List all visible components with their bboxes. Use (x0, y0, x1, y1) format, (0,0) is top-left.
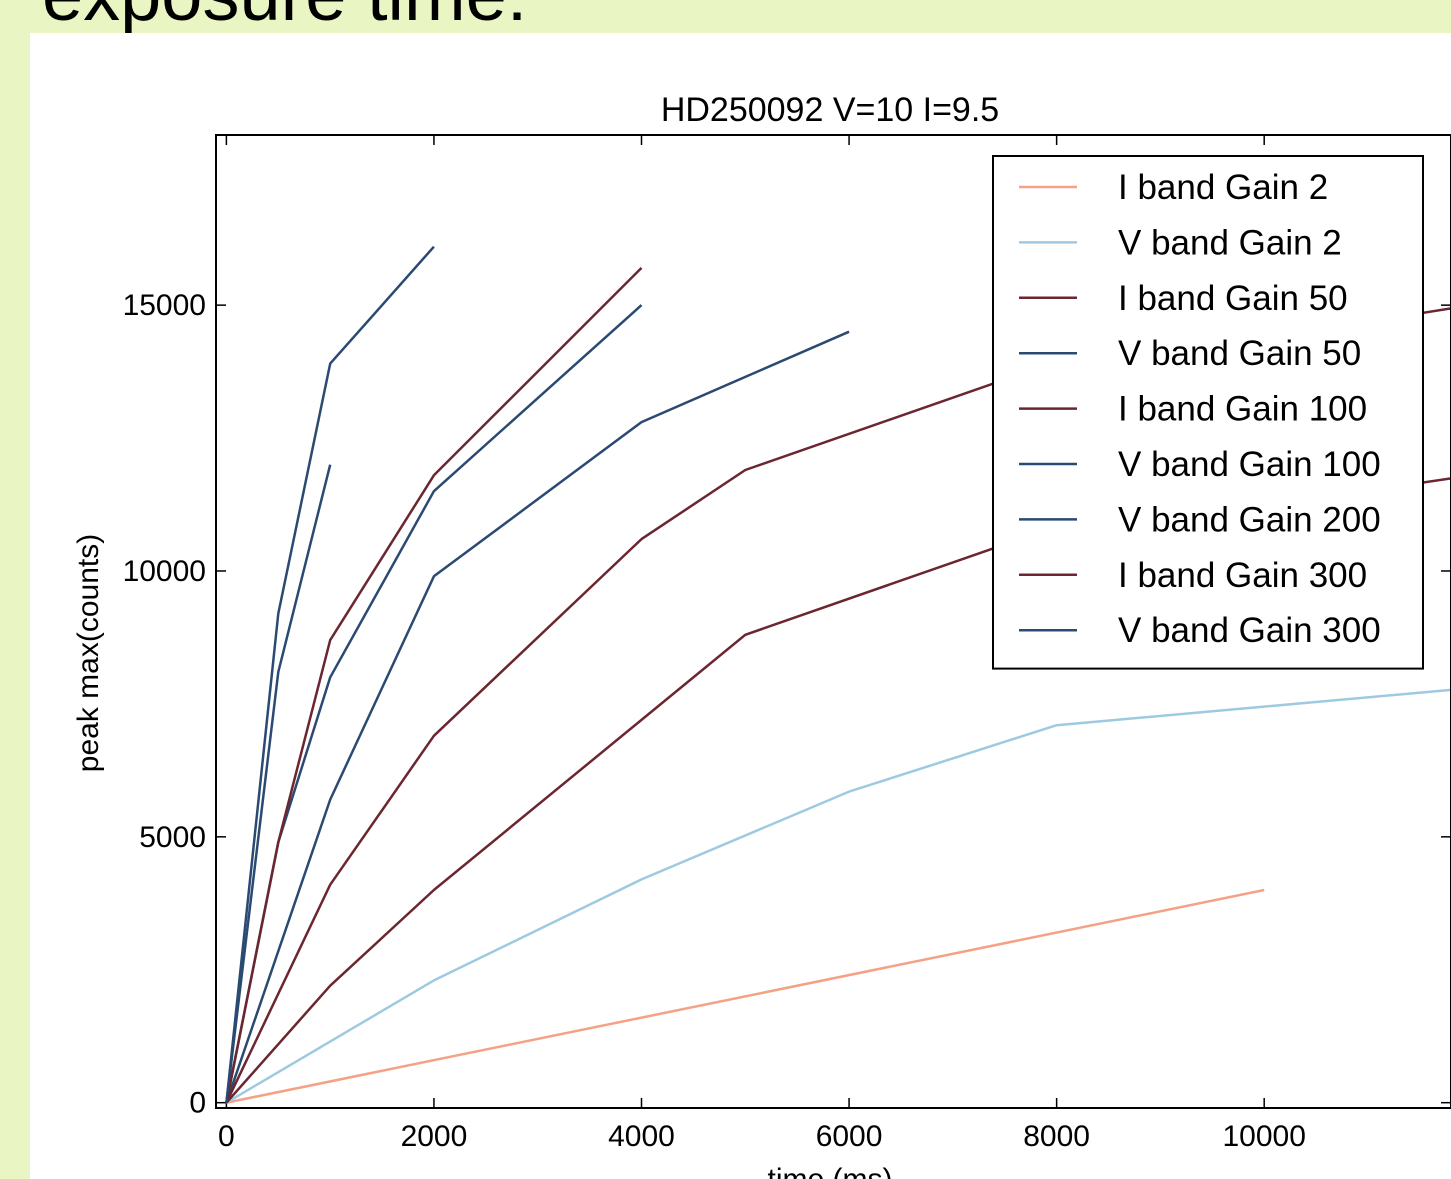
x-tick-label: 6000 (816, 1120, 883, 1153)
axis-ticks: 0 2000 4000 6000 8000 10000 0 5000 10000 15000 (123, 135, 1451, 1153)
legend-label: V band Gain 50 (1118, 334, 1361, 373)
y-axis-label: peak max(counts) (72, 534, 105, 772)
plot-frame (215, 134, 1451, 1109)
y-tick-label: 10000 (123, 555, 206, 588)
plot-panel: HD250092 V=10 I=9.5 time (ms) peak max(c… (30, 33, 1451, 1179)
line-chart: HD250092 V=10 I=9.5 time (ms) peak max(c… (72, 91, 1451, 1179)
legend-label: I band Gain 50 (1118, 279, 1348, 318)
legend-label: V band Gain 2 (1118, 223, 1342, 262)
x-axis-label: time (ms) (768, 1163, 893, 1179)
legend-label: V band Gain 300 (1118, 611, 1381, 650)
series-line-i-band-gain-300 (225, 267, 643, 1103)
legend-label: I band Gain 2 (1118, 168, 1328, 207)
legend-label: V band Gain 100 (1118, 445, 1381, 484)
y-tick-label: 0 (189, 1087, 206, 1120)
series-line-v-band-gain-300 (225, 245, 435, 1103)
x-tick-label: 2000 (401, 1120, 468, 1153)
y-tick-label: 5000 (139, 821, 206, 854)
legend-label: I band Gain 100 (1118, 390, 1367, 429)
x-tick-label: 4000 (608, 1120, 675, 1153)
x-tick-label: 8000 (1023, 1120, 1090, 1153)
series-line-v-band-gain-100 (225, 304, 643, 1103)
series-line-v-band-gain-2 (225, 688, 1451, 1104)
y-tick-label: 15000 (123, 289, 206, 322)
legend-label: I band Gain 300 (1118, 556, 1367, 595)
legend: I band Gain 2 V band Gain 2 I band Gain 50… (992, 155, 1424, 670)
series-line-v-band-gain-50 (225, 330, 850, 1104)
chart-title: HD250092 V=10 I=9.5 (661, 91, 999, 129)
legend-label: V band Gain 200 (1118, 500, 1381, 539)
x-tick-label: 0 (218, 1120, 235, 1153)
series-line-i-band-gain-2 (226, 888, 1265, 1104)
slide-heading: exposure time: (42, 0, 527, 32)
series-line-v-band-gain-200 (225, 464, 332, 1103)
x-tick-label: 10000 (1222, 1120, 1305, 1153)
